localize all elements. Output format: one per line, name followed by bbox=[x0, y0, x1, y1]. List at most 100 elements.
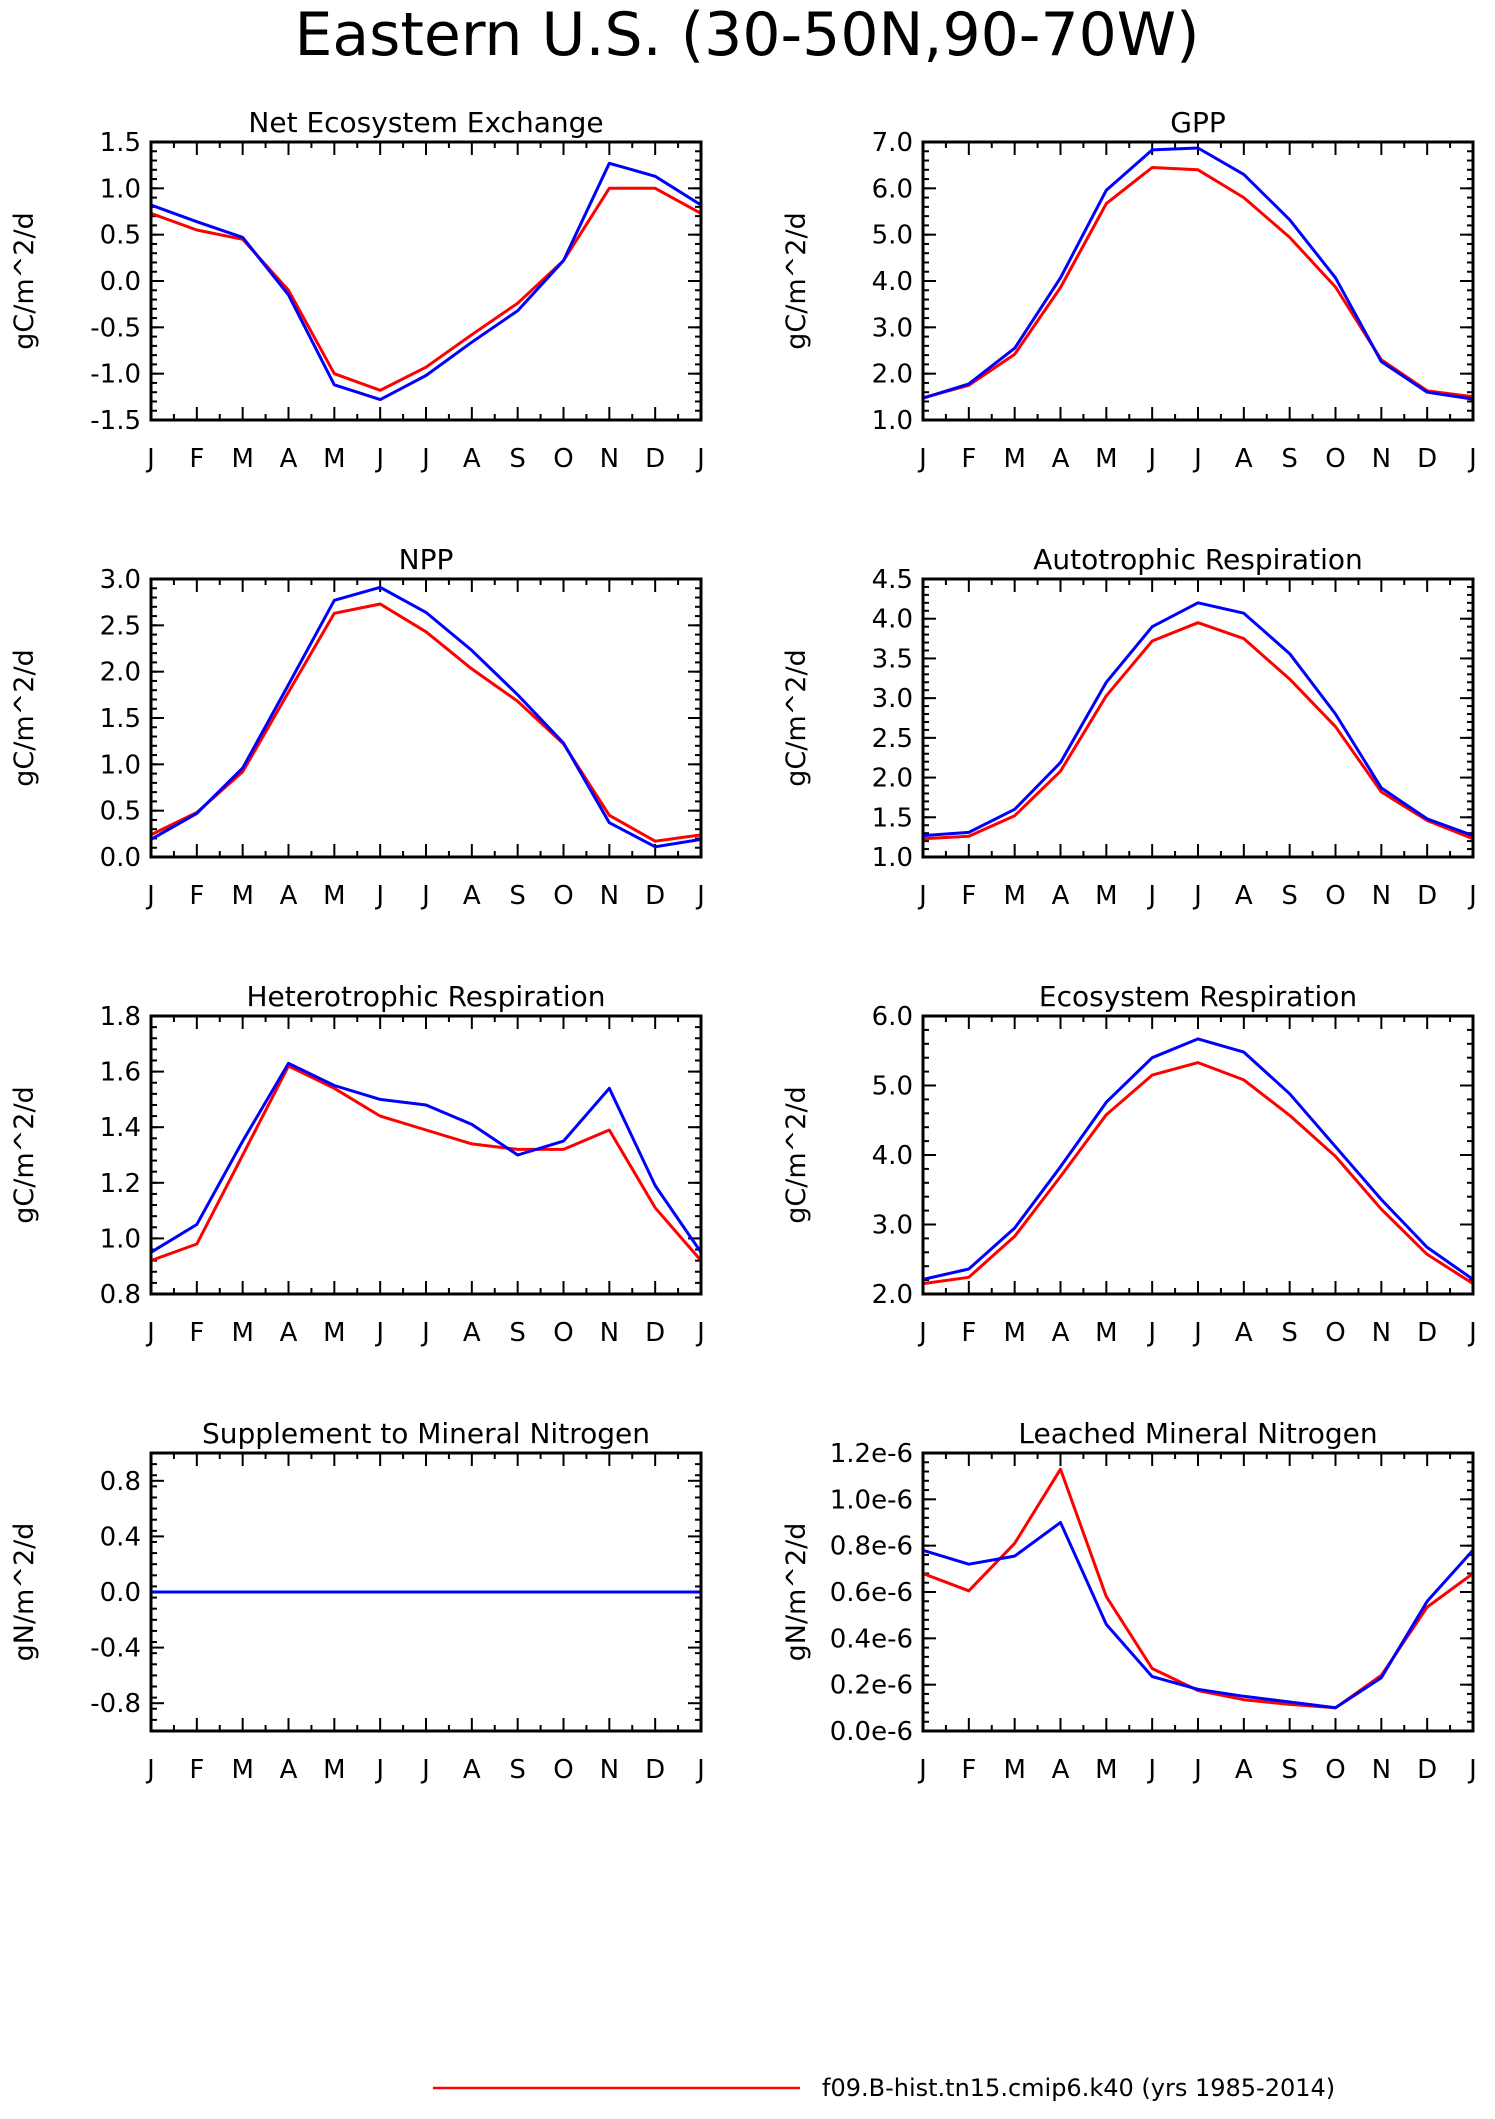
y-tick-label: 4.0 bbox=[872, 267, 913, 297]
series-line-2 bbox=[923, 601, 1473, 838]
y-tick-label: 2.0 bbox=[872, 764, 913, 794]
y-tick-label: 2.0 bbox=[872, 360, 913, 390]
y-tick-label: 0.5 bbox=[100, 221, 141, 251]
plot-frame bbox=[921, 577, 1475, 859]
x-tick-label: A bbox=[1052, 1755, 1070, 1785]
y-tick-label: 0.4 bbox=[100, 1522, 141, 1552]
y-tick-label: 2.5 bbox=[872, 724, 913, 754]
legend-label: f09.B-hist.tn15.cmip6.k40 (yrs 1985-2014… bbox=[822, 2074, 1335, 2102]
y-tick-label: 0.0 bbox=[100, 267, 141, 297]
x-tick-label: M bbox=[1003, 1318, 1025, 1348]
panel-title: NPP bbox=[399, 543, 454, 576]
series-line-2 bbox=[923, 146, 1473, 401]
x-tick-label: S bbox=[1281, 1318, 1298, 1348]
x-tick-label: J bbox=[420, 444, 430, 474]
y-axis-label: gC/m^2/d bbox=[781, 649, 812, 786]
y-axis-label: gC/m^2/d bbox=[9, 649, 40, 786]
x-tick-label: O bbox=[553, 881, 573, 911]
x-tick-label: D bbox=[1417, 881, 1437, 911]
y-tick-label: 2.5 bbox=[100, 611, 141, 641]
x-tick-label: J bbox=[1146, 444, 1156, 474]
y-tick-label: 1.0 bbox=[100, 174, 141, 204]
x-tick-label: J bbox=[420, 1755, 430, 1785]
y-tick-label: 1.6 bbox=[100, 1058, 141, 1088]
panel-title: Heterotrophic Respiration bbox=[247, 980, 606, 1013]
series-line-2 bbox=[923, 1521, 1473, 1710]
series-line-2 bbox=[923, 1037, 1473, 1281]
y-tick-label: 7.0 bbox=[872, 128, 913, 158]
y-tick-label: 1.0e-6 bbox=[830, 1485, 913, 1515]
y-tick-label: -0.4 bbox=[90, 1634, 141, 1664]
y-tick-label: 0.8 bbox=[100, 1280, 141, 1310]
x-tick-label: M bbox=[231, 881, 253, 911]
y-tick-label: -1.5 bbox=[90, 406, 141, 436]
x-tick-label: J bbox=[145, 1755, 155, 1785]
y-tick-label: 1.5 bbox=[100, 128, 141, 158]
x-tick-label: S bbox=[509, 1318, 526, 1348]
x-tick-label: N bbox=[1372, 1318, 1391, 1348]
x-tick-label: N bbox=[600, 881, 619, 911]
x-tick-label: F bbox=[189, 1755, 204, 1785]
x-tick-label: M bbox=[323, 1755, 345, 1785]
x-tick-label: M bbox=[1095, 881, 1117, 911]
y-tick-label: 1.0 bbox=[872, 843, 913, 873]
series-line-1 bbox=[151, 186, 701, 392]
x-tick-label: M bbox=[1003, 444, 1025, 474]
x-tick-label: J bbox=[1146, 881, 1156, 911]
x-tick-label: A bbox=[280, 881, 298, 911]
panel-title: Net Ecosystem Exchange bbox=[248, 106, 603, 139]
plot-frame bbox=[149, 1451, 703, 1733]
x-tick-label: J bbox=[420, 881, 430, 911]
x-tick-label: J bbox=[1467, 444, 1477, 474]
y-tick-label: 4.0 bbox=[872, 1141, 913, 1171]
x-tick-label: J bbox=[374, 881, 384, 911]
x-tick-label: S bbox=[1281, 444, 1298, 474]
x-tick-label: S bbox=[509, 1755, 526, 1785]
x-tick-label: N bbox=[600, 444, 619, 474]
panel-autotrophic-respiration: Autotrophic Respiration gC/m^2/d 1.0 1.5 2.0… bbox=[781, 543, 1477, 911]
series-line-2 bbox=[151, 161, 701, 402]
plot-frame bbox=[149, 1014, 703, 1296]
x-tick-label: A bbox=[463, 881, 481, 911]
panel-leached-mineral-nitrogen: Leached Mineral Nitrogen gN/m^2/d 0.0e-6 0.… bbox=[781, 1417, 1477, 1785]
y-tick-label: 1.0 bbox=[100, 750, 141, 780]
figure-title: Eastern U.S. (30-50N,90-70W) bbox=[294, 0, 1199, 70]
x-tick-label: M bbox=[231, 444, 253, 474]
y-tick-label: 5.0 bbox=[872, 1072, 913, 1102]
panel-ecosystem-respiration: Ecosystem Respiration gC/m^2/d 2.0 3.0 4.0 5.… bbox=[781, 980, 1477, 1348]
y-tick-label: -0.8 bbox=[90, 1689, 141, 1719]
x-tick-label: N bbox=[600, 1318, 619, 1348]
y-tick-label: 0.5 bbox=[100, 797, 141, 827]
series-line-2 bbox=[151, 585, 701, 849]
y-tick-label: 1.0 bbox=[872, 406, 913, 436]
x-tick-label: J bbox=[374, 1318, 384, 1348]
y-tick-label: 1.0 bbox=[100, 1224, 141, 1254]
x-tick-label: N bbox=[1372, 1755, 1391, 1785]
y-tick-label: 3.0 bbox=[872, 313, 913, 343]
plot-frame bbox=[921, 1451, 1475, 1733]
y-tick-label: 0.0 bbox=[100, 843, 141, 873]
x-tick-label: F bbox=[961, 881, 976, 911]
x-tick-label: F bbox=[961, 1755, 976, 1785]
x-tick-label: O bbox=[1325, 1755, 1345, 1785]
x-tick-label: J bbox=[917, 1755, 927, 1785]
y-tick-label: 1.2e-6 bbox=[830, 1439, 913, 1469]
x-tick-label: A bbox=[280, 444, 298, 474]
x-tick-label: J bbox=[917, 881, 927, 911]
x-tick-label: M bbox=[1095, 444, 1117, 474]
y-axis-label: gC/m^2/d bbox=[781, 1086, 812, 1223]
y-axis-label: gC/m^2/d bbox=[781, 212, 812, 349]
plot-frame bbox=[149, 577, 703, 859]
x-tick-label: J bbox=[1467, 1755, 1477, 1785]
y-tick-label: 6.0 bbox=[872, 1002, 913, 1032]
y-axis-label: gC/m^2/d bbox=[9, 212, 40, 349]
panel-heterotrophic-respiration: Heterotrophic Respiration gC/m^2/d 0.8 1.0 1… bbox=[9, 980, 705, 1348]
y-tick-label: 3.5 bbox=[872, 644, 913, 674]
x-tick-label: F bbox=[189, 881, 204, 911]
x-tick-label: S bbox=[1281, 881, 1298, 911]
y-tick-label: 4.5 bbox=[872, 565, 913, 595]
x-tick-label: O bbox=[1325, 881, 1345, 911]
series-line-1 bbox=[923, 1061, 1473, 1286]
